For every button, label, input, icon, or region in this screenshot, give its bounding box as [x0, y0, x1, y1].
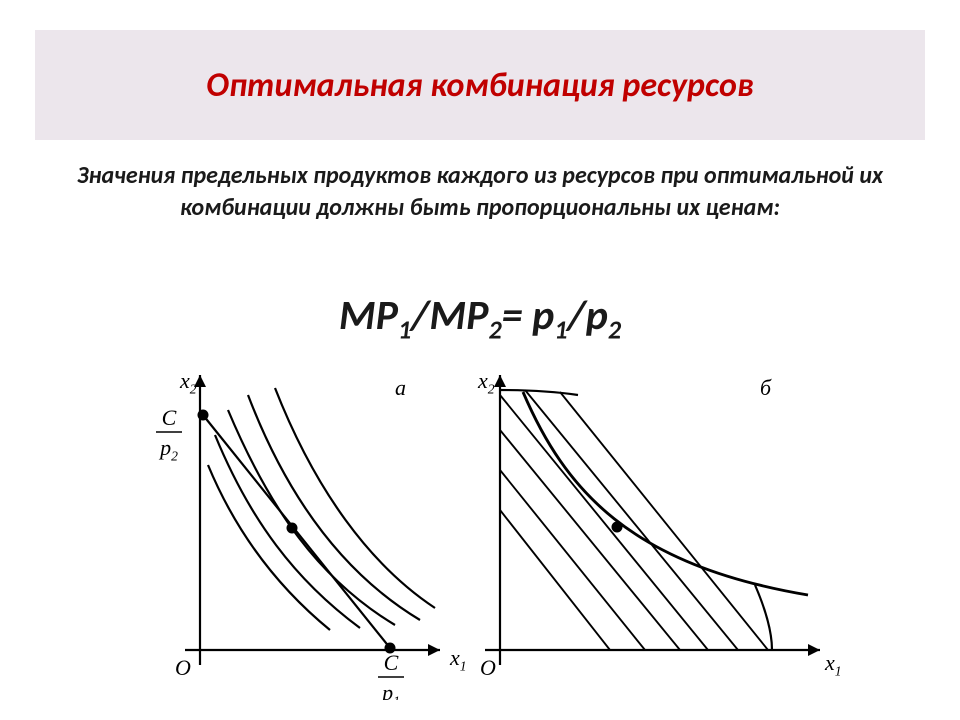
subtitle-text: Значения предельных продуктов каждого из… [60, 160, 900, 225]
figure-svg: x1 x2 Oа Cp2 Cp1 x1 x2 Oб [120, 370, 840, 700]
formula-divider-2: / [567, 290, 585, 341]
formula-divider-1: / [411, 290, 429, 341]
svg-text:C: C [384, 650, 399, 675]
svg-text:p1: p1 [380, 680, 400, 700]
formula-rhs-den-sub: 2 [608, 313, 621, 345]
svg-text:p2: p2 [158, 435, 178, 464]
formula-lhs-num-base: MP [339, 290, 398, 341]
svg-text:а: а [395, 375, 406, 400]
formula-rhs-den-base: p [586, 290, 608, 341]
svg-text:O: O [480, 655, 496, 680]
formula-rhs-num-sub: 1 [554, 313, 567, 345]
page-title: Оптимальная комбинация ресурсов [206, 65, 753, 106]
formula-equation: MP1/MP2= p1/p2 [0, 290, 960, 345]
figure-container: x1 x2 Oа Cp2 Cp1 x1 x2 Oб [120, 370, 840, 700]
svg-text:C: C [162, 405, 177, 430]
svg-text:x1: x1 [449, 645, 467, 674]
svg-text:x2: x2 [179, 370, 197, 397]
title-band: Оптимальная комбинация ресурсов [35, 30, 925, 140]
formula-rhs-num-base: p [532, 290, 554, 341]
formula-lhs-den-base: MP [429, 290, 488, 341]
formula-lhs-num-sub: 1 [398, 313, 411, 345]
svg-text:x2: x2 [477, 370, 495, 397]
svg-text:x1: x1 [824, 650, 840, 679]
formula-equals: = [502, 290, 532, 341]
svg-text:б: б [760, 375, 772, 400]
svg-text:O: O [175, 655, 191, 680]
formula-lhs-den-sub: 2 [488, 313, 501, 345]
